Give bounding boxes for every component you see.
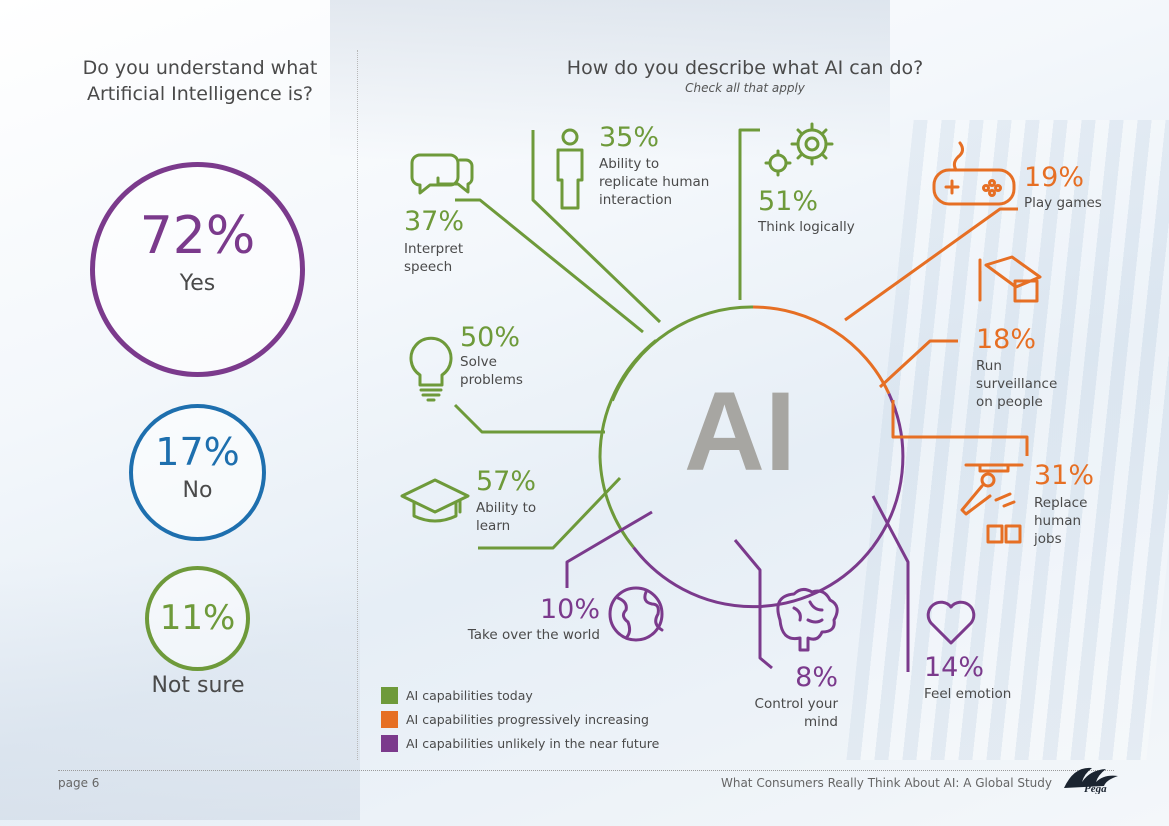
gamepad-icon <box>932 141 1016 206</box>
replicate-human-line-1: Ability to <box>599 156 660 172</box>
gears-icon <box>764 122 834 177</box>
legend-label-today: AI capabilities today <box>406 687 533 703</box>
connector-interpret-speech <box>455 198 644 334</box>
not-sure-circle: 11% <box>145 566 250 671</box>
legend-item-unlikely: AI capabilities unlikely in the near fut… <box>381 733 659 753</box>
report-title: What Consumers Really Think About AI: A … <box>720 776 1052 790</box>
not-sure-percent: 11% <box>159 598 236 638</box>
hub-arc-orange <box>752 305 891 395</box>
connector-think-logically <box>738 128 760 300</box>
replicate-human-line-2: replicate human <box>599 174 710 190</box>
lightbulb-icon <box>409 336 453 402</box>
globe-icon <box>608 586 664 642</box>
legend-swatch-purple <box>381 734 398 752</box>
hub-arc-purple-right <box>871 392 905 549</box>
cctv-camera-icon <box>978 255 1042 303</box>
replace-jobs-percent: 31% <box>1034 460 1095 491</box>
connector-play-games <box>844 207 1018 322</box>
person-icon <box>556 128 584 210</box>
yes-percent: 72% <box>139 206 256 266</box>
connector-control-mind <box>733 539 773 670</box>
speech-bubbles-icon <box>410 153 474 195</box>
replace-jobs-line-1: Replace <box>1034 495 1088 511</box>
surveillance-line-3: on people <box>976 394 1043 410</box>
replace-jobs-label: Replace human jobs <box>1034 494 1087 548</box>
replicate-human-percent: 35% <box>599 122 660 153</box>
hub-arc-green-left <box>598 339 658 458</box>
control-mind-line-2: mind <box>803 714 838 730</box>
ability-learn-line-2: learn <box>476 518 511 534</box>
solve-problems-label: Solve problems <box>460 353 523 389</box>
question-line-1: Do you understand what <box>82 57 318 79</box>
legend-swatch-green <box>381 686 398 704</box>
ability-learn-label: Ability to learn <box>476 499 536 535</box>
question-line-2: Artificial Intelligence is? <box>86 83 314 105</box>
hub-arc-purple-bottom <box>632 546 874 609</box>
connector-surveillance <box>878 339 958 389</box>
capabilities-subtitle: Check all that apply <box>685 81 805 95</box>
feel-emotion-label: Feel emotion <box>924 686 1012 702</box>
pega-logo-text: Pega <box>1084 783 1107 794</box>
no-percent: 17% <box>155 430 240 474</box>
understanding-question: Do you understand what Artificial Intell… <box>60 55 340 107</box>
legend-swatch-orange <box>381 710 398 728</box>
interpret-speech-line-2: speech <box>404 259 453 275</box>
graduation-cap-icon <box>400 478 470 523</box>
solve-problems-line-1: Solve <box>460 354 497 370</box>
vertical-divider <box>357 50 358 760</box>
replace-jobs-line-2: human <box>1034 513 1082 529</box>
ability-learn-line-1: Ability to <box>476 500 537 516</box>
page-number: page 6 <box>58 776 100 790</box>
connector-feel-emotion <box>871 495 910 672</box>
legend-item-increasing: AI capabilities progressively increasing <box>381 709 649 729</box>
take-over-percent: 10% <box>539 594 600 625</box>
legend-item-today: AI capabilities today <box>381 685 533 705</box>
no-label: No <box>182 478 213 503</box>
connector-replace-jobs <box>891 400 1029 456</box>
connector-replicate-human <box>531 130 662 324</box>
interpret-speech-label: Interpret speech <box>404 240 463 276</box>
control-mind-percent: 8% <box>795 662 838 693</box>
surveillance-line-1: Run <box>976 358 1002 374</box>
solve-problems-percent: 50% <box>460 322 521 353</box>
interpret-speech-percent: 37% <box>404 206 465 237</box>
ability-learn-percent: 57% <box>476 466 537 497</box>
interpret-speech-line-1: Interpret <box>404 241 464 257</box>
surveillance-label: Run surveillance on people <box>976 357 1057 411</box>
play-games-label: Play games <box>1024 195 1102 211</box>
hub-arc-green-bottom <box>598 456 635 549</box>
connector-solve-problems <box>453 403 605 434</box>
heart-icon <box>926 600 976 645</box>
connector-ability-learn <box>478 476 622 550</box>
think-logically-percent: 51% <box>758 186 819 217</box>
ai-center-label: AI <box>684 369 796 494</box>
capabilities-question: How do you describe what AI can do? <box>566 57 924 79</box>
connector-take-over <box>565 510 653 588</box>
not-sure-label: Not sure <box>151 673 245 698</box>
legend-label-unlikely: AI capabilities unlikely in the near fut… <box>406 735 660 751</box>
control-mind-label: Control your mind <box>738 695 838 731</box>
surveillance-percent: 18% <box>976 324 1037 355</box>
robot-arm-icon <box>960 463 1024 544</box>
think-logically-label: Think logically <box>758 219 855 235</box>
control-mind-line-1: Control your <box>754 696 838 712</box>
hub-arc-green-top <box>611 305 754 402</box>
surveillance-line-2: surveillance <box>976 376 1058 392</box>
pega-logo-icon: Pega <box>1064 767 1118 794</box>
brain-icon <box>776 587 839 652</box>
yes-circle: 72% Yes <box>90 162 305 377</box>
take-over-label: Take over the world <box>467 627 600 643</box>
replace-jobs-line-3: jobs <box>1034 531 1062 547</box>
yes-label: Yes <box>179 271 216 296</box>
feel-emotion-percent: 14% <box>924 652 985 683</box>
solve-problems-line-2: problems <box>460 372 523 388</box>
replicate-human-label: Ability to replicate human interaction <box>599 155 709 209</box>
footer-divider <box>58 770 1114 771</box>
play-games-percent: 19% <box>1024 162 1085 193</box>
no-circle: 17% No <box>129 404 266 541</box>
replicate-human-line-3: interaction <box>599 192 673 208</box>
legend-label-increasing: AI capabilities progressively increasing <box>406 711 649 727</box>
